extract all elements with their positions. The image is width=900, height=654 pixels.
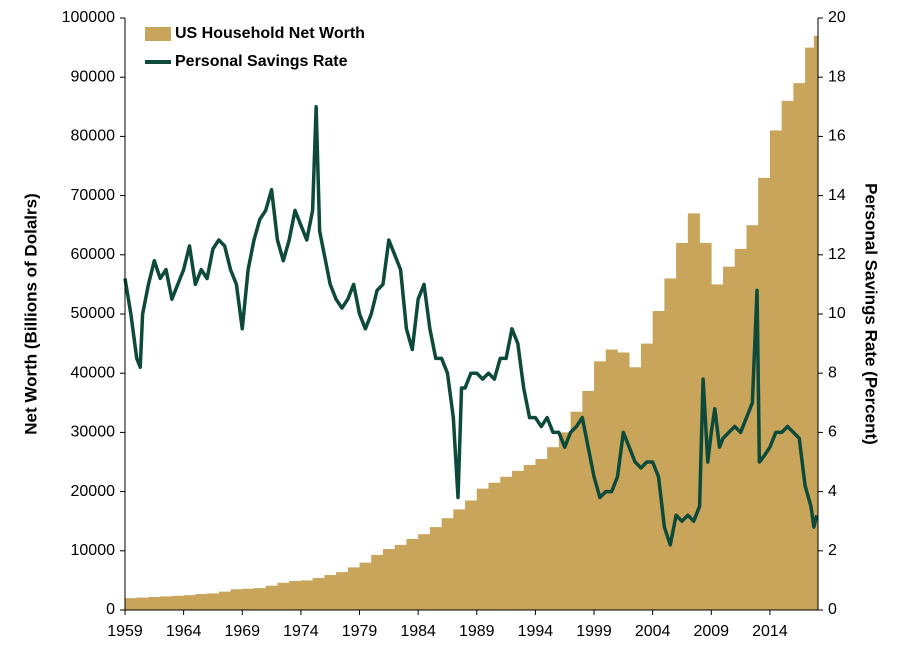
x-tick-label: 1984 xyxy=(400,623,436,640)
bar xyxy=(523,464,536,610)
y2-axis-label: Personal Savings Rate (Percent) xyxy=(862,183,881,445)
x-tick-label: 1964 xyxy=(166,623,202,640)
bar xyxy=(605,349,618,610)
bar xyxy=(617,352,630,610)
bar xyxy=(781,100,794,610)
y2-tick-label: 10 xyxy=(828,305,846,322)
bar xyxy=(594,361,607,610)
bar xyxy=(183,595,196,610)
y2-tick-label: 2 xyxy=(828,542,837,559)
bar xyxy=(813,35,819,610)
bar xyxy=(253,588,267,610)
bar xyxy=(558,432,571,610)
bar xyxy=(652,311,665,610)
bar xyxy=(511,470,524,610)
y-tick-label: 90000 xyxy=(71,68,116,85)
legend-swatch xyxy=(145,27,171,41)
bar xyxy=(230,589,243,610)
bar xyxy=(711,284,724,610)
bar xyxy=(758,177,771,610)
y-tick-label: 10000 xyxy=(71,542,116,559)
bar xyxy=(265,585,278,610)
bar xyxy=(148,596,161,610)
x-tick-label: 2014 xyxy=(752,623,788,640)
bar xyxy=(488,482,501,610)
x-tick-label: 1974 xyxy=(283,623,319,640)
bar xyxy=(406,538,419,610)
y-tick-label: 30000 xyxy=(71,424,116,441)
x-tick-label: 1994 xyxy=(518,623,554,640)
bar xyxy=(382,549,395,610)
bar xyxy=(535,459,548,610)
bar xyxy=(640,343,653,610)
y-tick-label: 70000 xyxy=(71,187,116,204)
x-tick-label: 1999 xyxy=(576,623,612,640)
bar xyxy=(441,518,454,610)
y-axis-label: Net Worth (Billions of Dolalrs) xyxy=(21,193,40,434)
bar xyxy=(359,562,372,610)
y2-tick-label: 8 xyxy=(828,364,837,381)
y2-tick-label: 12 xyxy=(828,246,846,263)
bar xyxy=(171,595,184,610)
bar xyxy=(324,575,337,610)
x-tick-label: 1969 xyxy=(224,623,260,640)
bar xyxy=(371,554,384,610)
y2-tick-label: 0 xyxy=(828,601,837,618)
bar xyxy=(418,534,431,610)
savings-line xyxy=(123,105,819,547)
bar xyxy=(160,596,173,610)
x-tick-label: 1979 xyxy=(342,623,378,640)
bar xyxy=(547,447,560,610)
bar xyxy=(570,411,583,610)
bar xyxy=(476,488,489,610)
bar xyxy=(664,278,677,610)
bar xyxy=(207,593,220,610)
bar xyxy=(429,527,442,610)
bar xyxy=(793,83,806,611)
bar xyxy=(629,367,642,610)
legend-label: Personal Savings Rate xyxy=(175,53,348,70)
bar xyxy=(676,242,689,610)
bar xyxy=(687,213,700,611)
y2-tick-label: 4 xyxy=(828,483,837,500)
y2-tick-label: 6 xyxy=(828,424,837,441)
y2-tick-label: 20 xyxy=(828,9,846,26)
bar xyxy=(453,509,466,610)
bar xyxy=(769,130,782,611)
bar xyxy=(125,598,138,610)
y-tick-label: 50000 xyxy=(71,305,116,322)
bar xyxy=(289,580,302,610)
bar xyxy=(312,578,325,610)
y-tick-label: 80000 xyxy=(71,128,116,145)
bar xyxy=(500,476,513,610)
legend-label: US Household Net Worth xyxy=(175,25,365,42)
y-tick-label: 40000 xyxy=(71,364,116,381)
y2-tick-label: 14 xyxy=(828,187,846,204)
y-tick-label: 100000 xyxy=(62,9,115,26)
y2-tick-label: 16 xyxy=(828,128,846,145)
x-tick-label: 2009 xyxy=(693,623,729,640)
y-tick-label: 0 xyxy=(106,601,115,618)
y2-tick-label: 18 xyxy=(828,68,846,85)
bar xyxy=(465,500,478,610)
y-tick-label: 20000 xyxy=(71,483,116,500)
bar xyxy=(277,582,290,610)
x-tick-label: 1989 xyxy=(459,623,495,640)
bar xyxy=(336,572,349,610)
bar xyxy=(136,597,149,610)
x-tick-label: 2004 xyxy=(635,623,671,640)
bar xyxy=(218,591,231,610)
bar xyxy=(195,594,208,610)
bar xyxy=(242,588,255,610)
y-tick-label: 60000 xyxy=(71,246,116,263)
bar xyxy=(300,580,313,610)
bar xyxy=(805,47,815,611)
bar xyxy=(723,266,736,610)
bar xyxy=(582,390,595,610)
x-tick-label: 1959 xyxy=(107,623,143,640)
bar xyxy=(394,544,407,610)
bar xyxy=(347,567,360,610)
